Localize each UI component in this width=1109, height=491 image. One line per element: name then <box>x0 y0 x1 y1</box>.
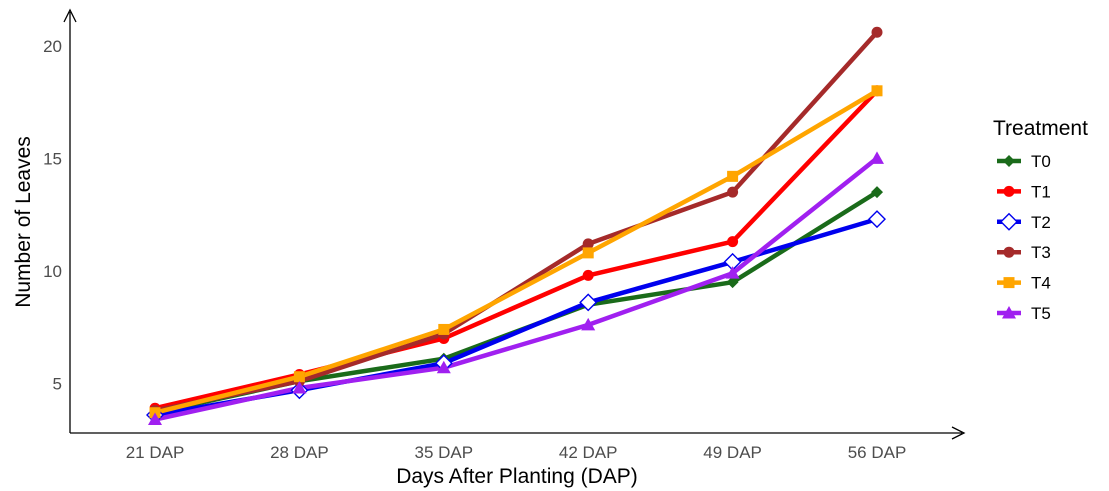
series-line-t5 <box>152 156 880 422</box>
data-point-t2 <box>868 210 886 229</box>
x-tick-label: 28 DAP <box>270 443 329 462</box>
y-axis-arrow <box>63 8 77 23</box>
x-tick-label: 49 DAP <box>703 443 762 462</box>
data-point-t5 <box>725 266 740 279</box>
legend-label: T3 <box>1031 243 1051 262</box>
x-tick-labels: 21 DAP 28 DAP 35 DAP 42 DAP 49 DAP 56 DAP <box>126 443 907 462</box>
data-point-t5 <box>292 380 307 394</box>
series-points <box>146 26 886 425</box>
x-axis-arrow <box>951 426 966 440</box>
data-point-t5 <box>870 151 884 164</box>
data-point-t5 <box>581 317 596 331</box>
y-tick-label: 15 <box>43 149 62 168</box>
legend-swatch-marker <box>1003 185 1015 197</box>
series-line-t3 <box>152 30 880 413</box>
y-tick-label: 5 <box>53 374 62 393</box>
x-axis-title: Days After Planting (DAP) <box>396 465 638 488</box>
legend-item-t5: T5 <box>997 304 1051 323</box>
legend-label: T4 <box>1031 274 1051 293</box>
y-tick-label: 10 <box>43 262 62 281</box>
data-point-t3 <box>727 186 739 198</box>
legend-item-t3: T3 <box>997 243 1051 262</box>
legend-label: T0 <box>1031 152 1051 171</box>
legend-title: Treatment <box>993 117 1088 140</box>
x-tick-label: 56 DAP <box>848 443 907 462</box>
data-point-t1 <box>727 236 739 248</box>
data-point-t3 <box>582 238 594 250</box>
legend-swatch-marker <box>1003 155 1015 167</box>
data-point-t4 <box>438 323 450 335</box>
legend-label: T2 <box>1031 213 1051 232</box>
y-tick-label: 20 <box>43 37 62 56</box>
x-tick-label: 35 DAP <box>415 443 474 462</box>
x-tick-label: 42 DAP <box>559 443 618 462</box>
data-point-t0 <box>726 276 739 289</box>
data-point-t2 <box>579 293 598 312</box>
data-point-t4 <box>293 371 305 383</box>
legend-swatch-marker <box>1003 246 1015 258</box>
data-point-t0 <box>871 186 883 199</box>
legend-items: T0 T1 T2 T3 T4 T5 <box>997 152 1051 323</box>
series-lines <box>152 30 880 422</box>
legend-item-t4: T4 <box>997 274 1051 293</box>
data-point-t4 <box>727 170 739 182</box>
x-tick-label: 21 DAP <box>126 443 185 462</box>
data-point-t1 <box>582 269 594 281</box>
legend-swatch-marker <box>1002 306 1016 319</box>
y-tick-labels: 5 10 15 20 <box>43 37 62 394</box>
axes <box>63 8 966 440</box>
legend: Treatment T0 T1 T2 T3 T4 T5 <box>993 117 1088 323</box>
series-line-t0 <box>152 189 880 415</box>
legend-label: T5 <box>1031 304 1051 323</box>
y-axis-title: Number of Leaves <box>12 136 35 308</box>
legend-item-t1: T1 <box>997 182 1051 201</box>
legend-item-t0: T0 <box>997 152 1051 171</box>
series-line-t1 <box>152 88 880 411</box>
legend-item-t2: T2 <box>997 213 1051 232</box>
data-point-t4 <box>582 247 594 259</box>
legend-swatch-marker <box>1000 212 1018 231</box>
data-point-t4 <box>871 85 883 97</box>
data-point-t3 <box>871 26 883 38</box>
series-line-t4 <box>152 88 880 415</box>
legend-label: T1 <box>1031 182 1051 201</box>
data-point-t5 <box>436 360 451 374</box>
legend-swatch-marker <box>1003 277 1015 289</box>
data-point-t5 <box>148 412 162 425</box>
